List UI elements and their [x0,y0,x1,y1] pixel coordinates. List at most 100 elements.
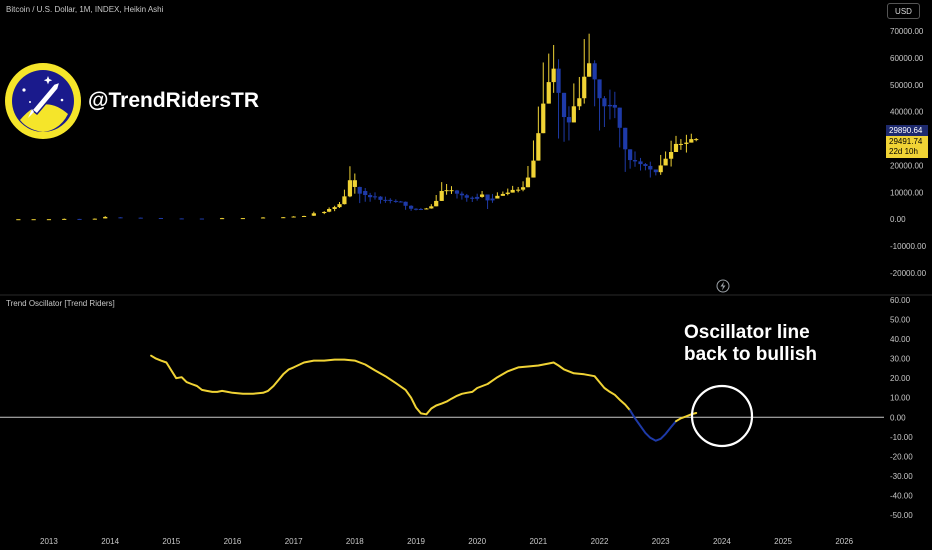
candle-body [464,195,469,198]
time-tick-label: 2020 [468,537,486,546]
candle-body [623,127,628,150]
candle-body [582,76,587,99]
candle-body [607,104,613,107]
author-handle: @TrendRidersTR [88,89,260,112]
highlight-circle [690,384,754,448]
last-price-tag: 29491.74 22d 10h [886,136,928,158]
candle-body [158,218,163,220]
candle-body [684,142,689,144]
candle-body [352,180,357,187]
candle-body [444,190,449,192]
candle-body [409,205,414,209]
prev-price-tag: 29890.64 [886,125,928,137]
candle-body [439,190,444,201]
candle-body [103,216,108,219]
price-tick-label: -10000.00 [890,242,927,251]
candle-body [628,149,633,161]
candle-body [571,106,576,123]
osc-tick-label: 30.00 [890,355,911,364]
candle-body [510,189,515,193]
candle-body [337,204,342,208]
time-axis: 2013 2014 2015 2016 2017 2018 2019 2020 2021 2022… [40,537,854,546]
candle-body [138,217,143,219]
prev-price-value: 29890.64 [889,126,923,135]
candle-body [520,187,526,190]
candle-body [485,194,490,201]
indicator-title: Trend Oscillator [Trend Riders] [6,299,115,308]
candle-body [495,195,500,199]
candle-body [413,208,419,210]
oscillator-line [629,409,677,442]
candle-body [398,201,403,203]
price-tick-label: 60000.00 [890,54,924,63]
candle-body [378,196,383,200]
price-tick-label: 20000.00 [890,161,924,170]
candle-body [617,107,622,128]
time-tick-label: 2024 [713,537,731,546]
annotation-line-1: Oscillator line [684,322,810,343]
osc-tick-label: -40.00 [890,491,913,500]
time-tick-label: 2025 [774,537,792,546]
candle-body [199,218,204,220]
price-tick-label: 50000.00 [890,81,924,90]
candle-body [632,160,638,162]
candle-body [459,193,464,196]
candle-body [612,104,617,108]
candle-body [388,199,393,201]
candle-body [638,161,643,165]
candle-body [403,201,408,206]
candle-body [240,218,245,220]
candle-body [342,196,347,205]
candle-body [587,63,592,77]
candle-body [322,211,327,214]
osc-tick-label: -20.00 [890,452,913,461]
candle-body [363,190,368,196]
candle-body [577,98,582,107]
candle-body [479,194,485,197]
osc-tick-label: -50.00 [890,511,913,520]
countdown-value: 22d 10h [889,147,918,156]
time-tick-label: 2026 [835,537,853,546]
candle-body [449,190,454,192]
price-tick-label: -20000.00 [890,269,927,278]
time-tick-label: 2015 [162,537,180,546]
osc-tick-label: 10.00 [890,394,911,403]
osc-tick-label: -30.00 [890,472,913,481]
candle-body [470,197,475,199]
candle-body [673,143,679,152]
flash-icon[interactable] [716,279,730,298]
osc-tick-label: 40.00 [890,335,911,344]
candle-body [347,180,353,197]
candle-body [454,190,460,194]
osc-tick-label: 0.00 [890,413,906,422]
candle-body [536,133,541,161]
candle-body [418,209,423,211]
time-tick-label: 2023 [652,537,670,546]
candle-body [663,158,668,166]
osc-tick-label: 50.00 [890,316,911,325]
currency-button[interactable]: USD [887,3,920,19]
candle-body [531,160,536,178]
time-tick-label: 2014 [101,537,119,546]
candle-body [643,164,648,166]
price-tick-label: 40000.00 [890,108,924,117]
price-tick-label: 0.00 [890,215,906,224]
candle-body [372,196,378,198]
candle-body [556,68,561,93]
candle-body [434,200,439,207]
candle-body [393,200,398,202]
rocket-avatar-icon [4,62,82,145]
last-price-value: 29491.74 [889,137,923,146]
candles [16,33,699,221]
candle-body [551,68,556,83]
candle-body [694,139,699,141]
time-tick-label: 2017 [285,537,303,546]
candle-body [689,139,694,143]
candle-body [327,209,332,212]
candle-body [475,196,480,199]
time-tick-label: 2018 [346,537,364,546]
candle-body [429,206,434,209]
candle-body [516,189,521,191]
osc-tick-label: 20.00 [890,374,911,383]
